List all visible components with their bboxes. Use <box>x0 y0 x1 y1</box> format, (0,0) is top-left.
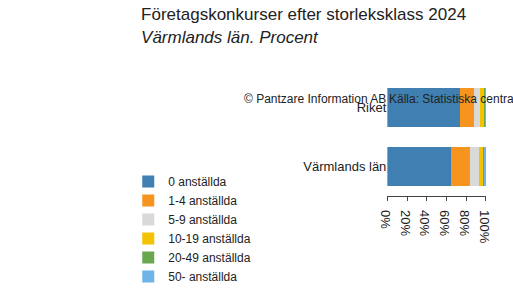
svg-text:20%: 20% <box>398 210 413 236</box>
svg-text:10-19 anställda: 10-19 anställda <box>168 232 250 246</box>
svg-text:Källa: Statistiska centralbyrå: Källa: Statistiska centralbyrån <box>389 92 513 106</box>
svg-text:40%: 40% <box>417 210 432 236</box>
svg-text:Riket: Riket <box>357 100 387 115</box>
svg-text:© Pantzare Information AB: © Pantzare Information AB <box>244 92 386 106</box>
svg-text:0 anställda: 0 anställda <box>168 175 226 189</box>
svg-text:50- anställda: 50- anställda <box>168 270 237 284</box>
svg-text:100%: 100% <box>476 210 491 244</box>
svg-text:Företagskonkurser efter storle: Företagskonkurser efter storleksklass 20… <box>141 5 466 46</box>
svg-text:20-49 anställda: 20-49 anställda <box>168 251 250 265</box>
svg-text:Värmlands län: Värmlands län <box>303 159 386 174</box>
svg-text:80%: 80% <box>457 210 472 236</box>
svg-text:60%: 60% <box>437 210 452 236</box>
svg-text:5-9 anställda: 5-9 anställda <box>168 213 237 227</box>
svg-text:0%: 0% <box>378 210 393 229</box>
svg-text:1-4 anställda: 1-4 anställda <box>168 194 237 208</box>
